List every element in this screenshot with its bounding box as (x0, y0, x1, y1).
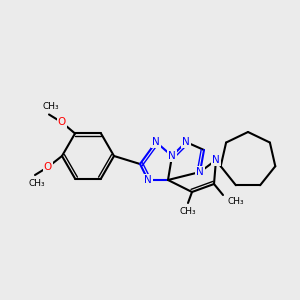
Text: N: N (168, 151, 176, 161)
Text: N: N (196, 167, 204, 177)
Text: N: N (212, 155, 220, 165)
Text: N: N (144, 175, 152, 185)
Text: CH₃: CH₃ (228, 197, 244, 206)
Text: O: O (58, 118, 66, 128)
Text: O: O (44, 162, 52, 172)
Text: CH₃: CH₃ (43, 102, 59, 111)
Text: N: N (152, 137, 160, 147)
Text: CH₃: CH₃ (29, 179, 45, 188)
Text: CH₃: CH₃ (180, 206, 196, 215)
Text: N: N (182, 137, 190, 147)
